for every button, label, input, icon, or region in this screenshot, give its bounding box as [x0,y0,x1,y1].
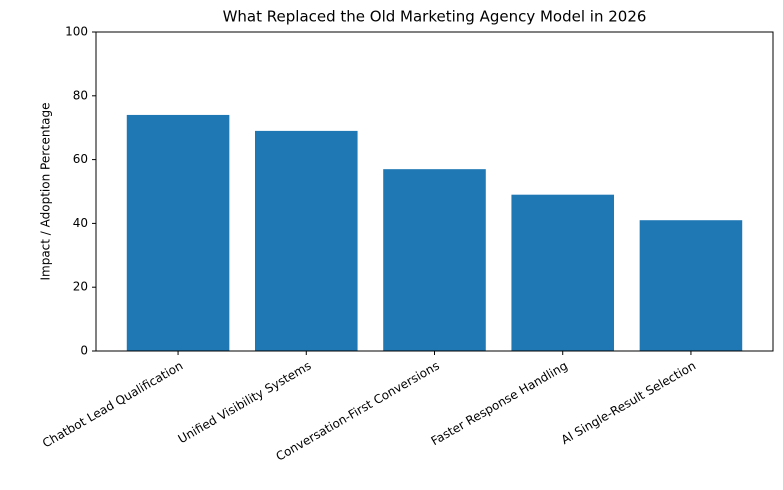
x-tick-label: Unified Visibility Systems [176,359,314,447]
y-tick-label: 20 [73,280,88,294]
y-tick-label: 80 [73,88,88,102]
bar [511,194,615,351]
x-tick-label: Chatbot Lead Qualification [40,359,185,451]
y-tick-label: 60 [73,152,88,166]
chart-title: What Replaced the Old Marketing Agency M… [223,8,647,26]
bar [254,130,358,351]
y-axis-label: Impact / Adoption Percentage [39,102,53,280]
y-tick-label: 0 [80,344,88,358]
bar [126,114,230,351]
x-tick-label: AI Single-Result Selection [559,359,698,448]
plot-frame [95,31,774,352]
x-tick-label: Faster Response Handling [429,359,570,449]
bar [639,220,743,351]
bar [383,169,486,351]
y-tick-label: 40 [73,216,88,230]
y-tick-label: 100 [65,25,88,39]
